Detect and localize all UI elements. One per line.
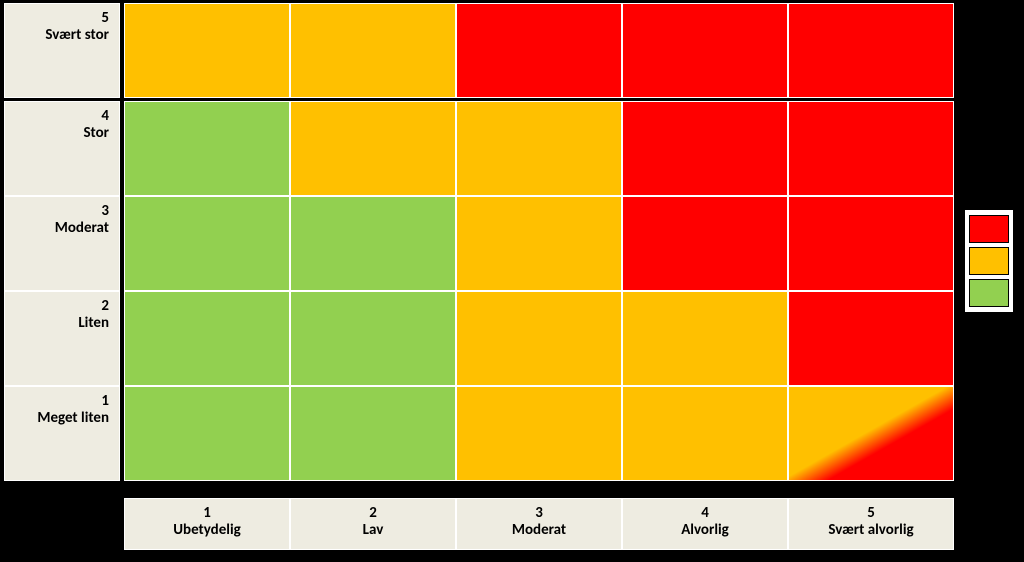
col-header-label: Svært alvorlig bbox=[789, 522, 953, 539]
risk-cell-r1-c1 bbox=[290, 101, 456, 196]
col-header-num: 4 bbox=[623, 505, 787, 522]
row-header-2: 2Liten bbox=[4, 291, 120, 386]
risk-cell-r3-c3 bbox=[622, 291, 788, 386]
risk-cell-r2-c3 bbox=[622, 196, 788, 291]
risk-cell-r3-c4 bbox=[788, 291, 954, 386]
risk-cell-r1-c0 bbox=[124, 101, 290, 196]
col-header-label: Alvorlig bbox=[623, 522, 787, 539]
row-header-label: Meget liten bbox=[9, 410, 109, 427]
row-header-1: 1Meget liten bbox=[4, 386, 120, 481]
row-header-num: 3 bbox=[9, 203, 109, 220]
risk-cell-r0-c1 bbox=[290, 3, 456, 98]
col-header-num: 1 bbox=[125, 505, 289, 522]
row-header-num: 2 bbox=[9, 298, 109, 315]
risk-cell-r3-c0 bbox=[124, 291, 290, 386]
row-header-label: Svært stor bbox=[9, 27, 109, 44]
risk-matrix: 5Svært stor4Stor3Moderat2Liten1Meget lit… bbox=[0, 0, 1024, 562]
row-header-num: 4 bbox=[9, 108, 109, 125]
risk-cell-r4-c2 bbox=[456, 386, 622, 481]
risk-cell-r1-c2 bbox=[456, 101, 622, 196]
row-header-5: 5Svært stor bbox=[4, 3, 120, 98]
risk-cell-r0-c3 bbox=[622, 3, 788, 98]
risk-cell-r2-c0 bbox=[124, 196, 290, 291]
col-header-5: 5Svært alvorlig bbox=[788, 498, 954, 550]
risk-cell-r4-c3 bbox=[622, 386, 788, 481]
risk-cell-r2-c1 bbox=[290, 196, 456, 291]
row-header-label: Stor bbox=[9, 125, 109, 142]
row-header-num: 1 bbox=[9, 393, 109, 410]
col-header-label: Ubetydelig bbox=[125, 522, 289, 539]
risk-cell-r0-c0 bbox=[124, 3, 290, 98]
row-header-4: 4Stor bbox=[4, 101, 120, 196]
risk-cell-r4-c1 bbox=[290, 386, 456, 481]
risk-cell-r3-c1 bbox=[290, 291, 456, 386]
row-header-label: Moderat bbox=[9, 220, 109, 237]
col-header-2: 2Lav bbox=[290, 498, 456, 550]
col-header-label: Moderat bbox=[457, 522, 621, 539]
col-header-num: 5 bbox=[789, 505, 953, 522]
risk-cell-r4-c4 bbox=[788, 386, 954, 481]
col-header-3: 3Moderat bbox=[456, 498, 622, 550]
risk-cell-r2-c4 bbox=[788, 196, 954, 291]
legend-swatch-red bbox=[969, 215, 1009, 243]
risk-cell-r2-c2 bbox=[456, 196, 622, 291]
col-header-num: 3 bbox=[457, 505, 621, 522]
risk-cell-r0-c2 bbox=[456, 3, 622, 98]
risk-cell-r0-c4 bbox=[788, 3, 954, 98]
col-header-num: 2 bbox=[291, 505, 455, 522]
col-header-4: 4Alvorlig bbox=[622, 498, 788, 550]
legend-swatch-green bbox=[969, 279, 1009, 307]
col-header-label: Lav bbox=[291, 522, 455, 539]
row-header-num: 5 bbox=[9, 10, 109, 27]
risk-cell-r4-c0 bbox=[124, 386, 290, 481]
risk-cell-r1-c3 bbox=[622, 101, 788, 196]
risk-cell-r1-c4 bbox=[788, 101, 954, 196]
risk-cell-r3-c2 bbox=[456, 291, 622, 386]
legend-swatch-yellow bbox=[969, 247, 1009, 275]
row-header-label: Liten bbox=[9, 315, 109, 332]
col-header-1: 1Ubetydelig bbox=[124, 498, 290, 550]
row-header-3: 3Moderat bbox=[4, 196, 120, 291]
